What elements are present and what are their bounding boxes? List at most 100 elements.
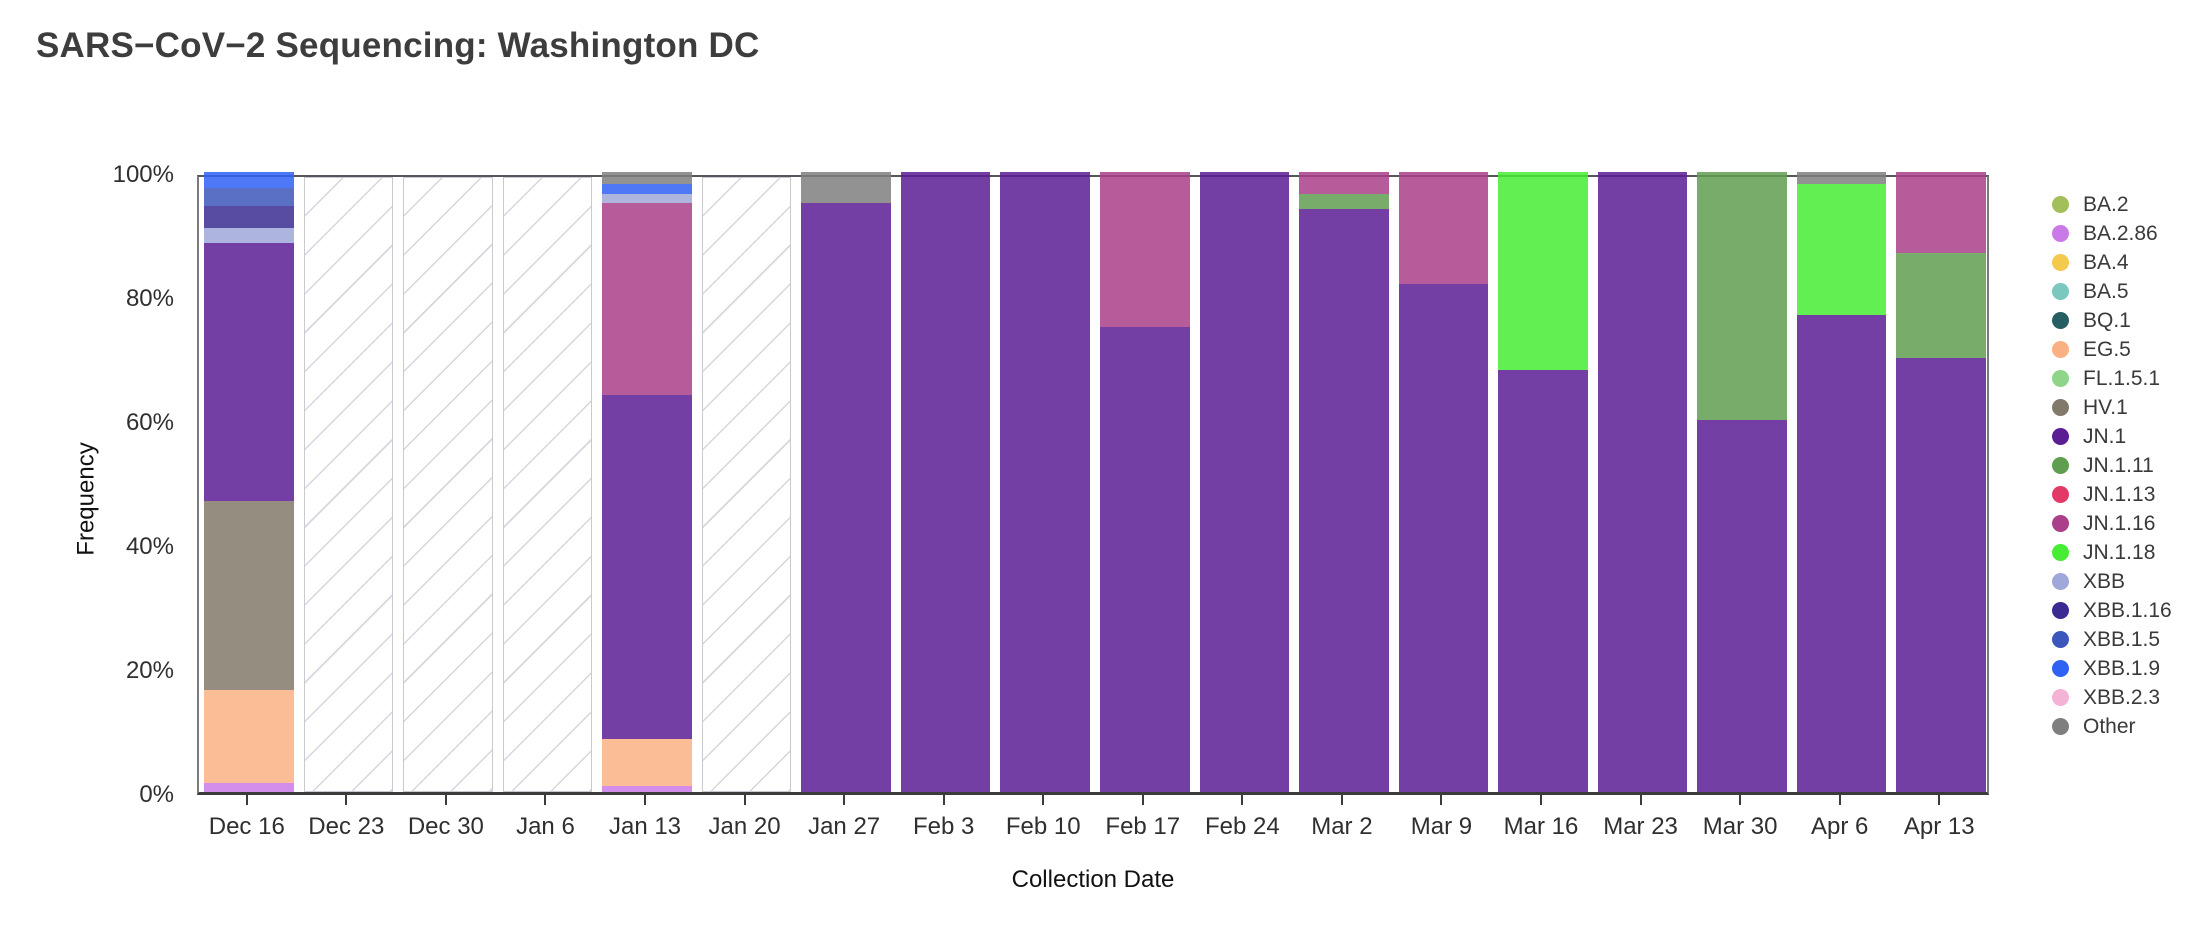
y-tick-label: 80% <box>125 285 174 312</box>
plot-area <box>197 172 1989 795</box>
legend-item[interactable]: JN.1 <box>2052 422 2172 451</box>
bar-segment[interactable] <box>1299 193 1389 210</box>
legend: BA.2 BA.2.86 BA.4 BA.5 BQ.1 EG.5 FL.1.5.1 HV.1 J… <box>2052 190 2172 741</box>
bar-column[interactable] <box>1299 172 1389 792</box>
legend-label: Other <box>2083 714 2136 738</box>
x-tick-mark <box>544 795 547 805</box>
legend-swatch-icon <box>2052 689 2069 706</box>
legend-item[interactable]: FL.1.5.1 <box>2052 364 2172 393</box>
bar-column[interactable] <box>1697 172 1787 792</box>
bar-segment[interactable] <box>1100 172 1190 327</box>
bar-segment[interactable] <box>602 395 692 740</box>
legend-item[interactable]: JN.1.16 <box>2052 509 2172 538</box>
bar-segment[interactable] <box>1000 172 1090 792</box>
bar-segment[interactable] <box>204 227 294 244</box>
bar-segment[interactable] <box>1299 172 1389 194</box>
bar-segment[interactable] <box>204 206 294 228</box>
legend-swatch-icon <box>2052 225 2069 242</box>
bar-column[interactable] <box>801 172 891 792</box>
bar-segment[interactable] <box>602 785 692 792</box>
bar-segment[interactable] <box>1199 172 1290 792</box>
legend-item[interactable]: BA.2.86 <box>2052 219 2172 248</box>
bar-segment[interactable] <box>801 203 891 792</box>
bar-segment[interactable] <box>204 500 294 690</box>
legend-item[interactable]: BA.2 <box>2052 190 2172 219</box>
x-tick-mark <box>444 795 447 805</box>
legend-swatch-icon <box>2052 283 2069 300</box>
legend-label: JN.1.11 <box>2083 453 2154 477</box>
bar-column[interactable] <box>204 172 294 792</box>
legend-item[interactable]: EG.5 <box>2052 335 2172 364</box>
bar-column[interactable] <box>1100 172 1190 792</box>
x-tick-label: Feb 3 <box>912 813 975 840</box>
bar-segment[interactable] <box>602 739 692 786</box>
bar-segment[interactable] <box>204 243 294 501</box>
x-tick-label: Feb 17 <box>1105 813 1181 840</box>
legend-item[interactable]: HV.1 <box>2052 393 2172 422</box>
x-tick-mark <box>743 795 746 805</box>
bar-segment[interactable] <box>1896 252 1986 358</box>
legend-item[interactable]: XBB.1.16 <box>2052 596 2172 625</box>
bar-segment[interactable] <box>900 172 991 792</box>
legend-item[interactable]: XBB.1.9 <box>2052 654 2172 683</box>
legend-label: JN.1 <box>2083 424 2127 448</box>
bar-segment[interactable] <box>204 187 294 207</box>
legend-item[interactable]: Other <box>2052 712 2172 741</box>
legend-item[interactable]: XBB.1.5 <box>2052 625 2172 654</box>
bar-segment[interactable] <box>801 172 891 203</box>
bar-segment[interactable] <box>1796 172 1887 185</box>
bar-segment[interactable] <box>1697 172 1787 420</box>
legend-item[interactable]: BQ.1 <box>2052 306 2172 335</box>
x-tick-label: Apr 13 <box>1903 813 1975 840</box>
bar-segment[interactable] <box>602 193 692 203</box>
bar-segment[interactable] <box>1299 209 1389 792</box>
legend-label: XBB <box>2083 569 2126 593</box>
legend-item[interactable]: XBB <box>2052 567 2172 596</box>
bar-segment[interactable] <box>1398 283 1489 792</box>
bar-segment[interactable] <box>602 203 692 396</box>
legend-item[interactable]: JN.1.13 <box>2052 480 2172 509</box>
bar-column[interactable] <box>1796 172 1887 792</box>
legend-swatch-icon <box>2052 515 2069 532</box>
bar-segment[interactable] <box>204 782 294 792</box>
bar-column[interactable] <box>1597 172 1688 792</box>
legend-item[interactable]: BA.4 <box>2052 248 2172 277</box>
y-tick-label: 40% <box>125 533 174 560</box>
bar-segment[interactable] <box>1398 172 1489 284</box>
legend-label: BA.4 <box>2083 250 2129 274</box>
bar-segment[interactable] <box>1896 358 1986 792</box>
no-data-bar <box>403 177 493 792</box>
bar-segment[interactable] <box>204 689 294 783</box>
x-tick-label: Feb 24 <box>1204 813 1280 840</box>
bar-segment[interactable] <box>1498 370 1588 792</box>
bar-column[interactable] <box>1896 172 1986 792</box>
bar-column[interactable] <box>1199 172 1290 792</box>
bar-segment[interactable] <box>204 172 294 188</box>
x-tick-label: Jan 27 <box>808 813 881 840</box>
legend-item[interactable]: JN.1.11 <box>2052 451 2172 480</box>
legend-swatch-icon <box>2052 602 2069 619</box>
legend-item[interactable]: XBB.2.3 <box>2052 683 2172 712</box>
bar-column[interactable] <box>900 172 991 792</box>
legend-label: HV.1 <box>2083 395 2128 419</box>
bar-segment[interactable] <box>602 184 692 194</box>
bar-column[interactable] <box>1498 172 1588 792</box>
bar-column[interactable] <box>1398 172 1489 792</box>
legend-label: JN.1.18 <box>2083 540 2156 564</box>
bar-segment[interactable] <box>1896 172 1986 253</box>
x-tick-label: Feb 10 <box>1005 813 1081 840</box>
bar-segment[interactable] <box>1498 172 1588 371</box>
legend-item[interactable]: BA.5 <box>2052 277 2172 306</box>
bar-segment[interactable] <box>602 172 692 185</box>
x-tick-mark <box>1639 795 1642 805</box>
bar-segment[interactable] <box>1597 172 1688 792</box>
bar-segment[interactable] <box>1100 327 1190 792</box>
x-tick-mark <box>1938 795 1941 805</box>
bar-segment[interactable] <box>1796 184 1887 315</box>
legend-swatch-icon <box>2052 486 2069 503</box>
legend-item[interactable]: JN.1.18 <box>2052 538 2172 567</box>
bar-segment[interactable] <box>1796 314 1887 792</box>
bar-column[interactable] <box>1000 172 1090 792</box>
bar-column[interactable] <box>602 172 692 792</box>
bar-segment[interactable] <box>1697 420 1787 792</box>
